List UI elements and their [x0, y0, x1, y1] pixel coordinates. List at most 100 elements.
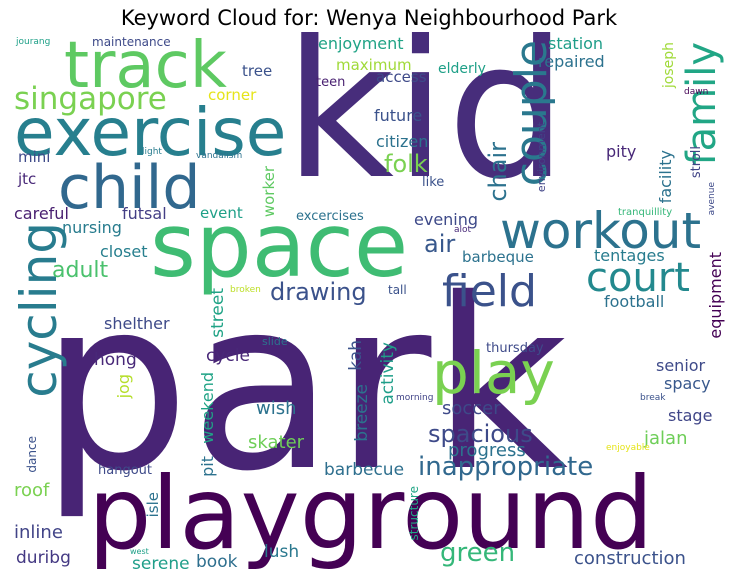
- word-equipment: equipment: [706, 252, 725, 339]
- word-maintenance: maintenance: [92, 35, 171, 49]
- word-wish: wish: [256, 398, 297, 419]
- word-like: like: [422, 175, 445, 190]
- word-book: book: [196, 552, 238, 572]
- word-slide: slide: [262, 335, 288, 348]
- word-space: space: [150, 194, 409, 297]
- word-cycling: cycling: [12, 222, 68, 398]
- chart-title: Keyword Cloud for: Wenya Neighbourhood P…: [120, 6, 618, 30]
- word-morning: morning: [396, 393, 434, 403]
- word-tentages: tentages: [594, 246, 665, 265]
- word-jourang: jourang: [16, 37, 51, 47]
- word-careful: careful: [14, 204, 69, 223]
- word-enjoyable: enjoyable: [606, 443, 650, 453]
- word-evening: evening: [414, 210, 479, 229]
- word-folk: folk: [384, 150, 428, 178]
- word-citizen: citizen: [376, 132, 429, 151]
- word-air: air: [424, 230, 456, 258]
- word-skater: skater: [248, 432, 305, 453]
- word-cycle: cycle: [206, 346, 250, 366]
- word-alot: alot: [454, 225, 472, 235]
- word-future: future: [374, 106, 423, 125]
- word-break: break: [640, 393, 666, 403]
- word-spacious: spacious: [428, 420, 533, 448]
- word-barbeque: barbeque: [462, 248, 534, 266]
- word-cloud: park playground kid space exercise track…: [12, 32, 728, 580]
- word-inappropriate: inappropriate: [418, 452, 594, 482]
- word-activity: activity: [378, 342, 398, 405]
- word-tranquillity: tranquillity: [618, 207, 673, 218]
- word-track: track: [64, 32, 227, 103]
- word-hong: hong: [94, 350, 137, 370]
- word-futsal: futsal: [122, 204, 167, 223]
- word-maximum: maximum: [336, 56, 412, 74]
- word-court: court: [586, 255, 690, 301]
- word-kah: kah: [346, 340, 366, 371]
- word-station: station: [548, 34, 604, 53]
- word-street: street: [208, 288, 228, 338]
- word-environment: environment: [535, 122, 548, 193]
- word-workout: workout: [500, 202, 702, 260]
- word-jalan: jalan: [644, 428, 688, 449]
- word-west: west: [130, 547, 149, 556]
- word-dance: dance: [25, 436, 39, 473]
- word-isle: isle: [144, 492, 162, 518]
- word-football: football: [604, 292, 665, 311]
- word-facility: facility: [656, 150, 675, 204]
- word-field: field: [442, 266, 537, 317]
- word-senior: senior: [656, 356, 706, 375]
- word-hangout: hangout: [98, 463, 152, 478]
- word-jog: jog: [114, 374, 133, 399]
- word-broken: broken: [230, 285, 261, 295]
- word-event: event: [200, 204, 243, 222]
- word-progress: progress: [448, 440, 526, 461]
- word-corner: corner: [208, 86, 257, 104]
- word-exercise: exercise: [14, 94, 287, 171]
- word-dawn: dawn: [684, 87, 709, 97]
- word-soccer: soccer: [442, 398, 501, 419]
- word-drawing: drawing: [270, 278, 367, 306]
- word-nursing: nursing: [62, 218, 122, 237]
- word-construction: construction: [574, 548, 686, 569]
- word-closet: closet: [100, 242, 148, 261]
- word-green: green: [440, 538, 516, 568]
- word-play: play: [432, 339, 555, 407]
- word-roof: roof: [14, 480, 50, 501]
- word-tree: tree: [242, 62, 273, 80]
- word-access: access: [376, 68, 427, 86]
- word-repaired: repaired: [538, 52, 605, 71]
- word-avenue: avenue: [707, 182, 717, 216]
- word-kid: kid: [284, 32, 568, 221]
- word-excercises: excercises: [296, 209, 364, 224]
- word-pity: pity: [606, 142, 637, 161]
- word-vandalism: vandalism: [196, 151, 243, 161]
- word-park: park: [40, 248, 569, 523]
- word-singapore: singapore: [14, 81, 167, 117]
- word-stroll: stroll: [689, 146, 704, 179]
- word-inline: inline: [14, 522, 63, 543]
- word-structure: structure: [407, 486, 421, 541]
- word-elderly: elderly: [438, 61, 486, 77]
- word-worker: worker: [260, 166, 278, 218]
- word-chair: chair: [484, 142, 512, 202]
- word-weekend: weekend: [198, 372, 217, 444]
- word-spacy: spacy: [664, 374, 711, 393]
- word-tall: tall: [388, 283, 407, 297]
- word-thursday: thursday: [486, 341, 544, 356]
- word-lush: lush: [264, 542, 300, 562]
- word-shelther: shelther: [104, 314, 170, 333]
- word-light: light: [142, 147, 162, 157]
- word-stage: stage: [668, 406, 713, 425]
- word-breeze: breeze: [352, 384, 372, 442]
- word-teen: teen: [316, 75, 346, 90]
- word-jtc: jtc: [18, 170, 37, 188]
- word-duribg: duribg: [16, 548, 71, 568]
- word-serene: serene: [132, 554, 190, 574]
- word-enjoyment: enjoyment: [318, 34, 404, 53]
- word-mini: mini: [18, 148, 51, 166]
- word-playground: playground: [88, 455, 654, 572]
- word-joseph: joseph: [661, 42, 677, 89]
- word-child: child: [58, 153, 201, 223]
- word-adult: adult: [52, 258, 109, 283]
- word-barbecue: barbecue: [324, 460, 405, 480]
- word-pit: pit: [198, 456, 217, 477]
